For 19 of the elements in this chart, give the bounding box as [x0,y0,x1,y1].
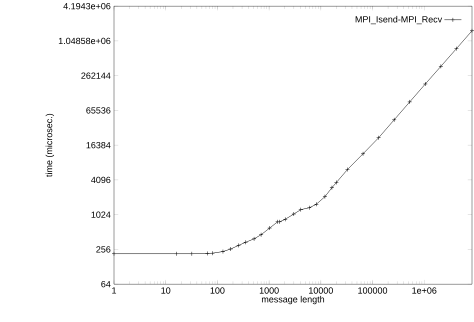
y-tick-label: 1.04858e+06 [58,38,110,44]
x-tick-label: 1 [112,287,116,294]
y-tick-label: 1024 [92,211,111,218]
x-tick-label: 100 [210,287,225,294]
x-axis-title: message length [262,296,324,304]
y-tick-label: 65536 [86,107,110,114]
y-tick-label: 4096 [91,176,110,184]
y-axis-title: time (microsec.) [46,114,54,177]
y-tick-label: 64 [101,280,111,288]
x-tick-label: 10000 [309,287,333,294]
x-tick-label: 1000 [260,287,279,294]
x-tick-label: 1e+06 [412,287,436,294]
x-tick-label: 100000 [358,287,388,294]
y-tick-label: 16384 [86,142,111,148]
x-tick-label: 10 [161,287,170,294]
y-tick-label: 256 [96,246,110,253]
legend-label: MPI_Isend-MPI_Recv [356,16,442,24]
y-tick-label: 262144 [81,72,111,79]
y-tick-label: 4.1943e+06 [63,2,110,10]
